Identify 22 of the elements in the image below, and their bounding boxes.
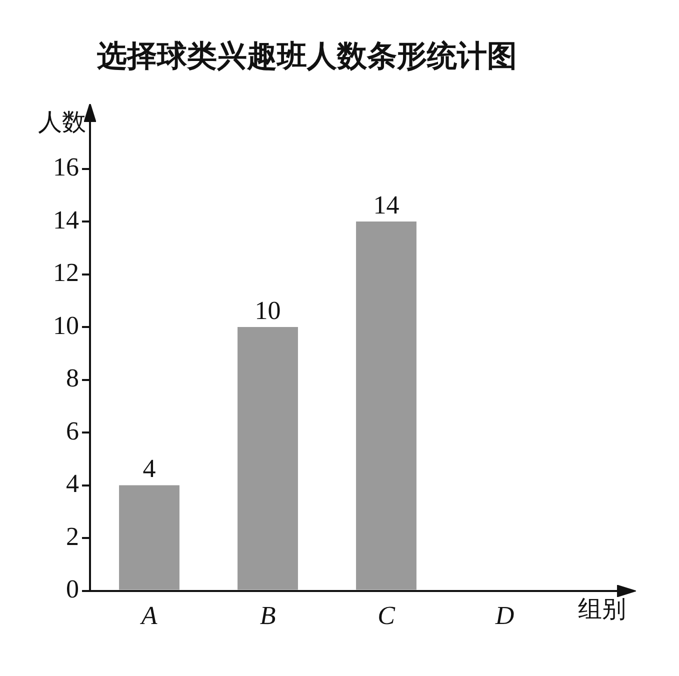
y-axis-title: 人数: [38, 108, 86, 136]
data-label: 4: [142, 454, 156, 484]
y-tick-label: 10: [53, 310, 79, 340]
x-tick-label: B: [260, 601, 276, 630]
bar: [119, 485, 180, 590]
y-tick-label: 16: [53, 152, 79, 182]
y-tick-label: 14: [53, 205, 79, 234]
x-axis-title: 组别: [578, 595, 626, 624]
y-tick-label: 2: [66, 522, 79, 551]
bar: [238, 327, 298, 590]
data-label: 14: [373, 190, 400, 220]
y-tick-label: 12: [53, 258, 79, 288]
x-tick-label: C: [378, 601, 396, 630]
y-tick-label: 0: [66, 574, 79, 604]
y-tick-label: 6: [66, 416, 79, 446]
y-tick-label: 8: [66, 364, 79, 393]
data-label: 10: [254, 296, 281, 325]
x-tick-label: D: [494, 601, 514, 630]
chart-title: 选择球类兴趣班人数条形统计图: [96, 38, 517, 74]
y-tick-label: 4: [66, 469, 79, 498]
bar: [356, 222, 416, 590]
x-tick-label: A: [139, 601, 158, 630]
